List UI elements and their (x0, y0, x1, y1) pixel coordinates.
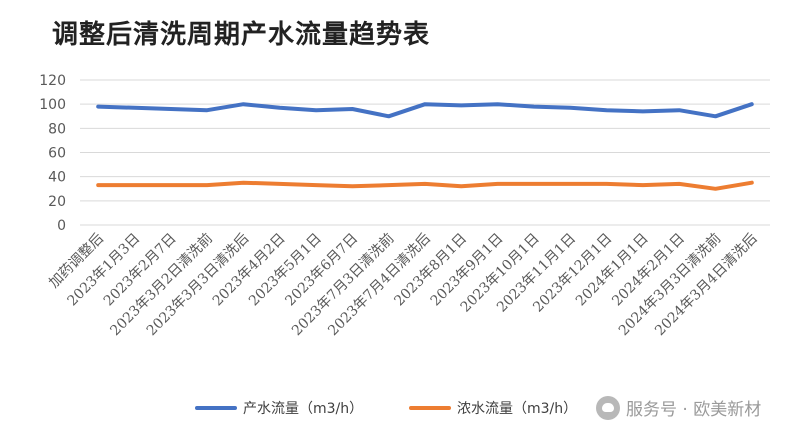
y-tick-label: 100 (39, 97, 66, 113)
watermark: 服务号 · 欧美新材 (596, 395, 761, 420)
y-tick-label: 20 (48, 194, 66, 210)
gridlines (80, 79, 770, 226)
legend-label-0: 产水流量（m3/h） (243, 401, 363, 417)
chart-title: 调整后清洗周期产水流量趋势表 (52, 20, 431, 50)
legend-label-1: 浓水流量（m3/h） (457, 401, 577, 417)
y-tick-label: 120 (39, 73, 66, 89)
x-axis: 加药调整后2023年1月3日2023年2月7日2023年3月2日清洗前2023年… (46, 230, 760, 339)
series-layer (96, 102, 754, 191)
series-line-1 (96, 180, 754, 191)
y-tick-label: 80 (48, 121, 66, 137)
watermark-text: 服务号 · 欧美新材 (626, 400, 762, 420)
legend: 产水流量（m3/h） 浓水流量（m3/h） (195, 401, 577, 417)
series-line-0 (96, 102, 754, 119)
y-tick-label: 0 (57, 218, 66, 234)
y-tick-label: 40 (48, 170, 66, 186)
y-axis: 0 20 40 60 80 100 120 (39, 73, 66, 234)
y-tick-label: 60 (48, 146, 66, 162)
wechat-icon (596, 395, 620, 420)
